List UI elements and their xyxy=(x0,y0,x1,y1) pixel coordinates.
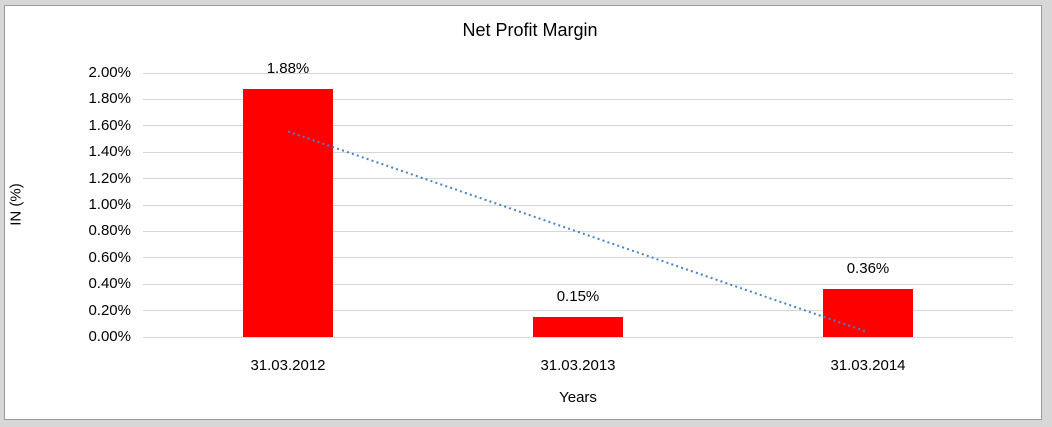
bar xyxy=(823,289,913,337)
y-axis-tick-label: 0.00% xyxy=(88,328,131,345)
gridline xyxy=(143,125,1013,127)
y-axis-tick-label: 1.80% xyxy=(88,90,131,108)
x-axis-category-label: 31.03.2013 xyxy=(540,357,616,374)
gridline xyxy=(143,178,1013,180)
y-axis-tick-label: 1.60% xyxy=(88,116,131,134)
gridline xyxy=(143,310,1013,312)
bar-data-label: 0.15% xyxy=(556,288,600,306)
bar-data-label: 0.36% xyxy=(846,260,890,278)
trendline xyxy=(287,130,869,334)
gridline xyxy=(143,283,1013,285)
gridline xyxy=(143,72,1013,74)
gridline xyxy=(143,151,1013,153)
x-axis-title: Years xyxy=(559,389,597,406)
x-axis-category-label: 31.03.2014 xyxy=(830,357,906,374)
gridline xyxy=(143,204,1013,206)
x-axis-category-label: 31.03.2012 xyxy=(250,357,326,374)
gridline xyxy=(143,257,1013,259)
y-axis-tick-label: 1.40% xyxy=(88,143,131,161)
y-axis-tick-label: 0.80% xyxy=(88,222,131,240)
y-axis-tick-label: 1.20% xyxy=(88,169,131,187)
bar-data-label: 1.88% xyxy=(266,59,310,77)
y-axis-tick-label: 0.20% xyxy=(88,301,131,319)
y-axis-tick-label: 0.40% xyxy=(88,275,131,293)
plot-area: 1.88% 0.15% 0.36% xyxy=(143,60,1013,338)
bar xyxy=(243,88,333,337)
y-axis-title: IN (%) xyxy=(7,183,25,226)
y-axis-tick-label: 0.60% xyxy=(88,248,131,266)
gridline xyxy=(143,230,1013,232)
bar xyxy=(533,317,623,337)
y-axis-tick-label: 1.00% xyxy=(88,196,131,213)
chart-area: Net Profit Margin IN (%) 1.88% 0.15% 0.36%… xyxy=(4,5,1042,420)
gridline xyxy=(143,336,1013,338)
gridline xyxy=(143,98,1013,100)
chart-title: Net Profit Margin xyxy=(462,20,598,40)
y-axis-tick-label: 2.00% xyxy=(88,64,131,81)
